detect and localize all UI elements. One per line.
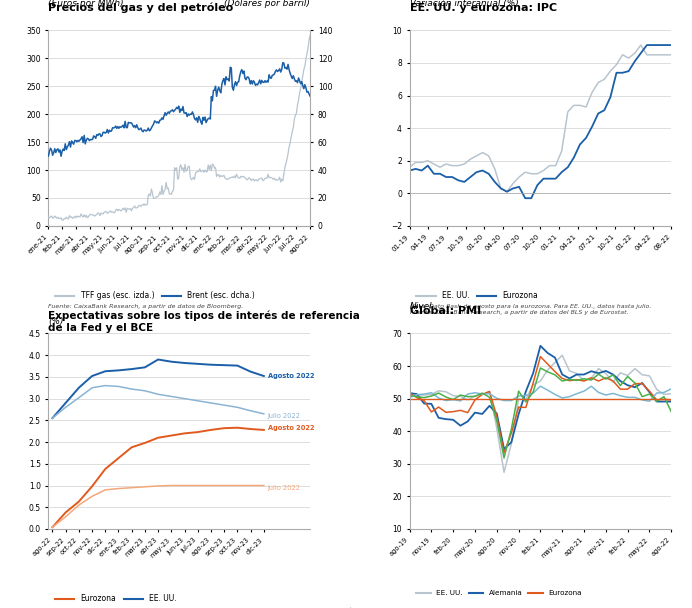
Text: Nota: Forwards sobre el EFFR y el tipo OIS de la eurozona derivados a partir de : Nota: Forwards sobre el EFFR y el tipo O… — [48, 607, 355, 608]
Text: Agosto 2022: Agosto 2022 — [268, 425, 314, 430]
Text: Nota: Dato flash de agosto para la eurozona. Para EE. UU., datos hasta julio.
Fu: Nota: Dato flash de agosto para la euroz… — [410, 304, 651, 315]
Text: (Euros por MWh): (Euros por MWh) — [48, 0, 124, 8]
Text: Nivel: Nivel — [410, 302, 432, 311]
Text: Fuente: CaixaBank Research, a partir de datos de Bloomberg.: Fuente: CaixaBank Research, a partir de … — [48, 304, 244, 309]
Text: Global: PMI: Global: PMI — [410, 306, 481, 316]
Text: (Dólares por barril): (Dólares por barril) — [224, 0, 310, 8]
Legend: EE. UU., Eurozona: EE. UU., Eurozona — [413, 288, 541, 303]
Text: Julio 2022: Julio 2022 — [268, 413, 301, 419]
Text: Agosto 2022: Agosto 2022 — [268, 373, 314, 379]
Text: Precios del gas y del petróleo: Precios del gas y del petróleo — [48, 2, 234, 13]
Legend: Eurozona, EE. UU.: Eurozona, EE. UU. — [53, 592, 180, 607]
Text: Expectativas sobre los tipos de interés de referencia
de la Fed y el BCE: Expectativas sobre los tipos de interés … — [48, 311, 361, 333]
Text: Julio 2022: Julio 2022 — [268, 485, 301, 491]
Legend: TFF gas (esc. izda.), Brent (esc. dcha.): TFF gas (esc. izda.), Brent (esc. dcha.) — [53, 288, 258, 303]
Text: (%): (%) — [48, 317, 64, 326]
Text: Variación interanual (%): Variación interanual (%) — [410, 0, 518, 8]
Text: EE. UU. y eurozona: IPC: EE. UU. y eurozona: IPC — [410, 3, 556, 13]
Legend: China, Francia: China, Francia — [413, 607, 511, 608]
